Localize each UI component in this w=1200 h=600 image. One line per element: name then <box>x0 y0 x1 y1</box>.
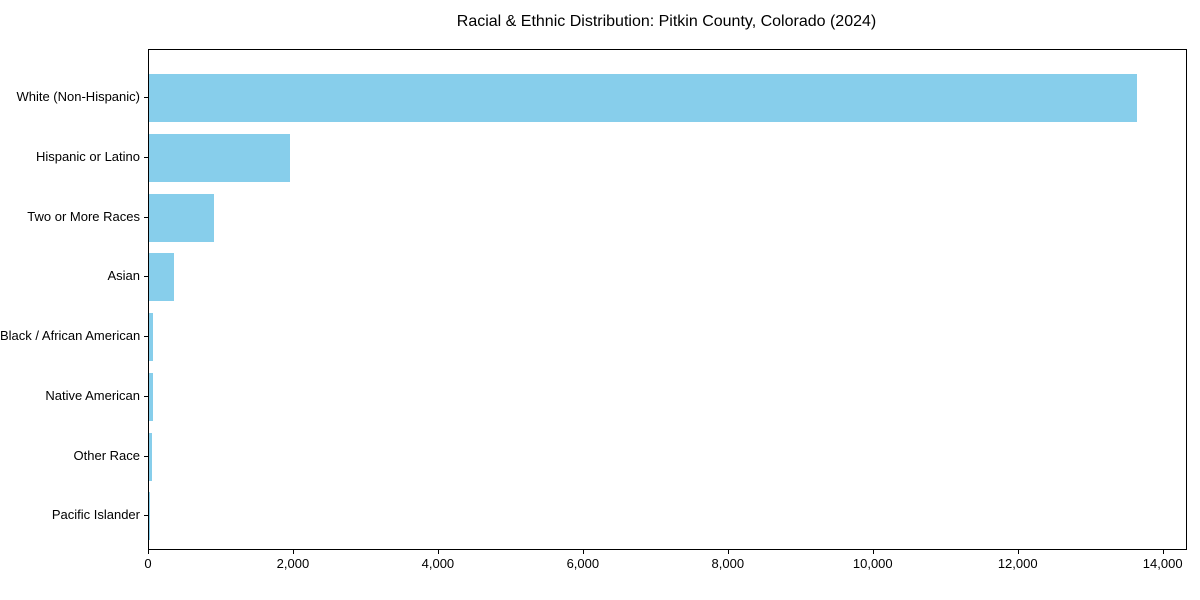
y-label-other-race: Other Race <box>73 447 140 463</box>
y-tick-white-non-hispanic <box>144 97 148 98</box>
y-tick-black-african-american <box>144 336 148 337</box>
x-tick-2-000 <box>292 550 294 554</box>
x-label-2-000: 2,000 <box>276 556 310 571</box>
y-tick-pacific-islander <box>144 515 148 517</box>
y-label-two-or-more-races: Two or More Races <box>27 208 140 224</box>
y-tick-hispanic-or-latino <box>144 156 148 158</box>
x-label-4-000: 4,000 <box>421 556 455 571</box>
bar-black-african-american <box>149 313 154 361</box>
x-label-6-000: 6,000 <box>566 556 600 571</box>
bar-native-american <box>149 372 153 421</box>
x-tick-0 <box>148 550 149 554</box>
chart-title: Racial & Ethnic Distribution: Pitkin Cou… <box>456 13 877 30</box>
x-tick-8-000 <box>727 550 729 554</box>
plot-area <box>148 49 1187 550</box>
y-label-pacific-islander: Pacific Islander <box>51 507 140 523</box>
bar-asian <box>149 253 174 302</box>
y-label-black-african-american: Black / African American <box>0 328 141 343</box>
y-tick-two-or-more-races <box>144 216 148 218</box>
y-label-white-non-hispanic: White (Non-Hispanic) <box>16 89 140 104</box>
x-tick-4-000 <box>437 550 439 554</box>
x-tick-10-000 <box>872 550 874 554</box>
x-label-0: 0 <box>144 556 152 571</box>
bar-other-race <box>149 432 153 481</box>
x-label-12-000: 12,000 <box>997 556 1038 571</box>
x-tick-12-000 <box>1017 550 1019 554</box>
y-tick-asian <box>144 276 148 278</box>
x-label-8-000: 8,000 <box>711 556 745 571</box>
x-label-10-000: 10,000 <box>852 556 893 571</box>
bar-white-non-hispanic <box>149 74 1137 122</box>
bar-hispanic-or-latino <box>149 133 290 182</box>
x-tick-6-000 <box>582 550 584 554</box>
y-label-asian: Asian <box>107 268 140 284</box>
x-tick-14-000 <box>1162 550 1164 554</box>
y-tick-native-american <box>144 395 148 397</box>
x-label-14-000: 14,000 <box>1142 556 1183 571</box>
bar-two-or-more-races <box>149 193 215 242</box>
y-tick-other-race <box>144 455 148 457</box>
y-label-hispanic-or-latino: Hispanic or Latino <box>35 148 140 164</box>
y-label-native-american: Native American <box>45 387 140 403</box>
